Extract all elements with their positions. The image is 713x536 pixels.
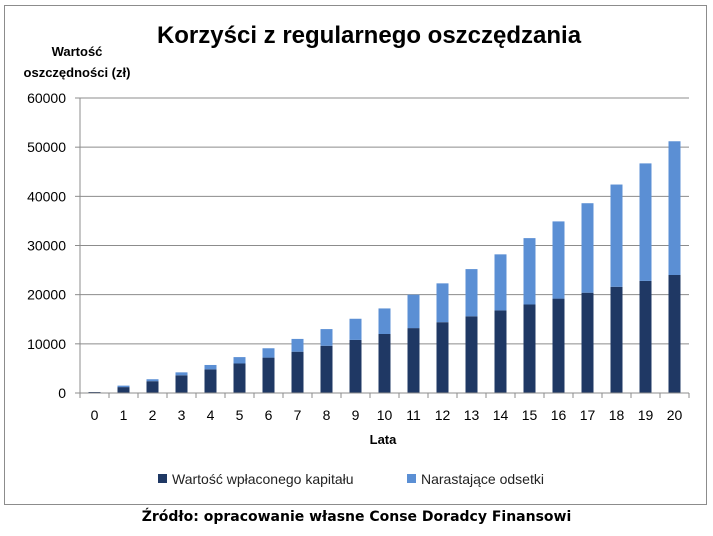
x-tick-label: 16 — [551, 407, 567, 423]
bar-interest — [581, 203, 594, 293]
bar-interest — [204, 364, 217, 370]
source-note: Źródło: opracowanie własne Conse Doradcy… — [141, 509, 572, 525]
bar-capital — [175, 375, 188, 393]
bar-capital — [668, 275, 681, 393]
gridlines — [80, 97, 689, 345]
legend: Wartość wpłaconego kapitału Narastające … — [158, 471, 544, 487]
y-tick-label: 50000 — [27, 139, 66, 155]
x-tick-label: 0 — [91, 407, 99, 423]
x-tick-label: 10 — [377, 407, 393, 423]
x-tick-label: 19 — [638, 407, 654, 423]
legend-swatch-capital — [158, 474, 167, 483]
x-tick-label: 14 — [493, 407, 509, 423]
bar-interest — [668, 141, 681, 275]
bar-capital — [523, 304, 536, 393]
bar-interest — [320, 329, 333, 346]
x-tick-label: 4 — [207, 407, 215, 423]
chart-title: Korzyści z regularnego oszczędzania — [157, 22, 582, 49]
x-tick-label: 18 — [609, 407, 625, 423]
x-tick-label: 3 — [178, 407, 186, 423]
bar-interest — [610, 184, 623, 287]
bar-capital — [581, 292, 594, 393]
bar-capital — [204, 369, 217, 393]
x-tick-label: 11 — [406, 407, 421, 423]
y-axis-title-line-1: Wartość — [52, 44, 103, 59]
y-tick-label: 30000 — [27, 238, 66, 254]
x-tick-label: 20 — [667, 407, 683, 423]
stacked-bar-chart: Korzyści z regularnego oszczędzania Wart… — [24, 22, 690, 487]
y-tick-label: 0 — [58, 385, 66, 401]
bar-interest — [639, 163, 652, 281]
bar-capital — [552, 298, 565, 393]
bar-interest — [349, 318, 362, 340]
bar-capital — [320, 345, 333, 393]
bar-interest — [465, 269, 478, 317]
bar-interest — [291, 338, 304, 352]
bar-interest — [436, 283, 449, 323]
bar-interest — [407, 294, 420, 329]
y-tick-label: 60000 — [27, 90, 66, 106]
x-tick-label: 13 — [464, 407, 480, 423]
y-tick-label: 20000 — [27, 287, 66, 303]
x-tick-label: 7 — [294, 407, 302, 423]
y-axis-title-line-2: oszczędności (zł) — [24, 65, 131, 80]
legend-swatch-interest — [407, 474, 416, 483]
x-tick-label: 5 — [236, 407, 244, 423]
x-tick-labels: 0 1 2 3 4 5 6 7 8 9 10 11 12 13 14 15 16 17 18 19 20 — [91, 407, 683, 423]
bar-interest — [523, 238, 536, 305]
x-tick-label: 1 — [120, 407, 128, 423]
y-tick-labels: 0 10000 20000 30000 40000 50000 60000 — [27, 90, 66, 401]
bar-capital — [610, 286, 623, 393]
x-tick-label: 12 — [435, 407, 451, 423]
bar-capital — [262, 357, 275, 393]
bar-interest — [146, 379, 159, 382]
x-tick-label: 2 — [149, 407, 157, 423]
bar-capital — [117, 387, 130, 393]
bar-capital — [407, 328, 420, 393]
legend-label-capital: Wartość wpłaconego kapitału — [172, 471, 354, 487]
bar-capital — [436, 322, 449, 393]
x-tick-label: 15 — [522, 407, 538, 423]
bar-interest — [175, 372, 188, 376]
bar-interest — [233, 357, 246, 364]
bar-interest — [262, 348, 275, 358]
bar-capital — [465, 316, 478, 393]
bar-interest — [494, 254, 507, 311]
axes — [75, 97, 690, 398]
x-tick-label: 8 — [323, 407, 331, 423]
y-tick-label: 40000 — [27, 188, 66, 204]
bar-capital — [233, 363, 246, 393]
bar-interest — [117, 385, 130, 388]
bar-interest — [552, 221, 565, 299]
bar-interest — [378, 308, 391, 334]
bar-capital — [378, 334, 391, 393]
legend-label-interest: Narastające odsetki — [421, 471, 544, 487]
x-tick-label: 17 — [580, 407, 596, 423]
bar-capital — [494, 310, 507, 393]
bar-capital — [349, 339, 362, 393]
x-axis-title: Lata — [370, 432, 398, 447]
bar-capital — [146, 381, 159, 393]
x-tick-label: 9 — [352, 407, 360, 423]
y-tick-label: 10000 — [27, 336, 66, 352]
bar-capital — [639, 280, 652, 393]
x-tick-label: 6 — [265, 407, 273, 423]
bars — [88, 141, 681, 393]
bar-capital — [291, 351, 304, 393]
